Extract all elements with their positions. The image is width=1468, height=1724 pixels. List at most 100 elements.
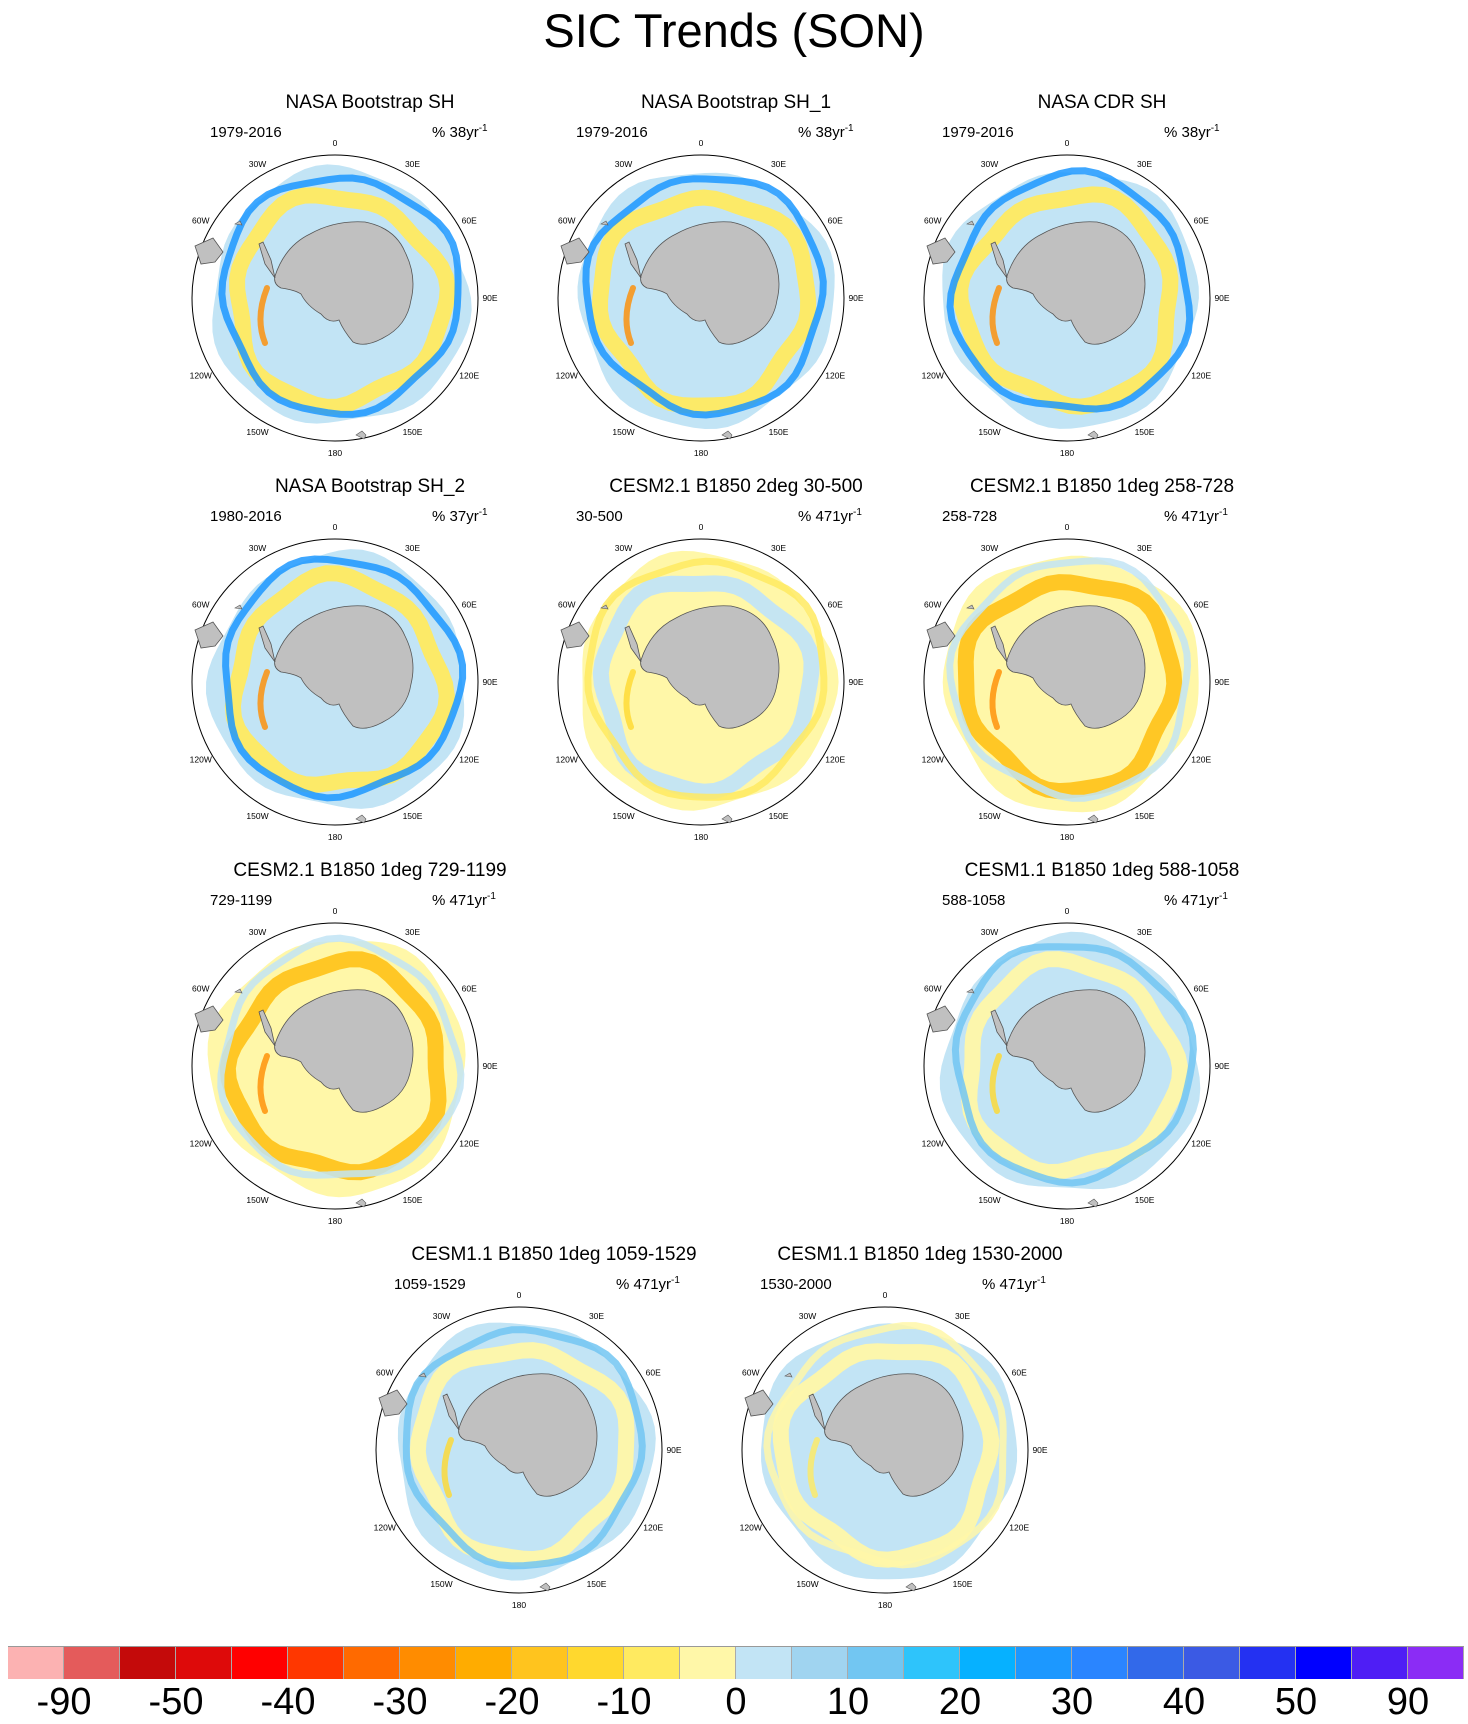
island-landmass [355, 1198, 367, 1208]
longitude-label: 60W [924, 600, 941, 610]
trend-band [229, 187, 456, 415]
longitude-label: 150W [246, 811, 268, 821]
colorbar-swatch [1352, 1647, 1408, 1679]
longitude-label: 120W [190, 371, 212, 381]
longitude-label: 120E [459, 755, 479, 765]
longitude-label: 120E [1009, 1523, 1029, 1533]
longitude-label: 90E [482, 293, 497, 303]
colorbar-swatch [1296, 1647, 1352, 1679]
longitude-label: 180 [694, 448, 708, 458]
south-america-landmass [194, 621, 224, 649]
island-landmass [355, 430, 367, 440]
longitude-label: 60W [558, 216, 575, 226]
units-exponent: -1 [853, 507, 862, 518]
longitude-label: 60E [462, 984, 477, 994]
longitude-label: 120W [922, 1139, 944, 1149]
map-panel: CESM1.1 B1850 1deg 1530-2000 0 30E 60E 90E 12… [740, 1244, 1100, 1624]
island-landmass [721, 430, 733, 440]
panel-title: NASA Bootstrap SH_2 [274, 476, 466, 497]
colorbar-tick-label: 90 [1386, 1681, 1430, 1723]
colorbar-swatch [1072, 1647, 1128, 1679]
trend-accent [257, 669, 270, 730]
longitude-label: 150W [246, 1195, 268, 1205]
longitude-label: 120W [922, 755, 944, 765]
colorbar-swatch [120, 1647, 176, 1679]
longitude-label: 60W [924, 216, 941, 226]
polar-map: 030E60E90E120E150E180150W120W90W60W30W [922, 906, 1230, 1226]
longitude-label: 30W [981, 543, 998, 553]
longitude-label: 30W [433, 1311, 450, 1321]
longitude-label: 30E [405, 159, 420, 169]
longitude-label: 60W [192, 600, 209, 610]
units-exponent: -1 [844, 123, 854, 134]
antarctic-peninsula [258, 1009, 276, 1047]
colorbar-tick-label: 0 [725, 1681, 747, 1723]
units-text: % 37yr [432, 508, 479, 525]
trend-band-outer [763, 1322, 1007, 1569]
colorbar-swatch [960, 1647, 1016, 1679]
longitude-label: 0 [1065, 906, 1070, 916]
units-exponent: -1 [1210, 123, 1220, 134]
island-landmass [966, 220, 975, 226]
longitude-label: 60W [742, 1368, 759, 1378]
colorbar-swatch [288, 1647, 344, 1679]
polar-map: 030E60E90E120E150E180150W120W90W60W30W [556, 138, 864, 458]
longitude-label: 60W [376, 1368, 393, 1378]
trend-band [219, 951, 447, 1181]
antarctica-landmass [640, 605, 780, 729]
figure-title: SIC Trends (SON) [543, 4, 925, 57]
south-america-landmass [744, 1389, 774, 1417]
trend-accent [257, 285, 270, 346]
colorbar-swatch [848, 1647, 904, 1679]
trend-accent [257, 1053, 270, 1114]
longitude-label: 90E [482, 1061, 497, 1071]
period-label: 1979-2016 [210, 124, 282, 141]
antarctic-peninsula [624, 241, 642, 279]
trend-band-outer [402, 1326, 646, 1570]
polar-map: 030E60E90E120E150E180150W120W90W60W30W [740, 1290, 1048, 1610]
trend-band-outer [222, 555, 467, 802]
units-text: % 38yr [798, 124, 845, 141]
island-landmass [418, 1372, 427, 1378]
longitude-label: 150E [1135, 1195, 1155, 1205]
period-label: 30-500 [576, 508, 623, 525]
colorbar [8, 1646, 1464, 1679]
units-label: % 38yr-1 [432, 120, 488, 142]
colorbar-swatch [904, 1647, 960, 1679]
longitude-label: 30E [405, 543, 420, 553]
longitude-label: 30E [1137, 927, 1152, 937]
longitude-label: 30W [615, 543, 632, 553]
south-america-landmass [560, 237, 590, 265]
antarctica-landmass [1006, 221, 1146, 345]
colorbar-swatch [1240, 1647, 1296, 1679]
antarctica-landmass [274, 989, 414, 1113]
panel-title: CESM2.1 B1850 1deg 258-728 [969, 476, 1235, 497]
units-label: % 471yr-1 [798, 504, 862, 526]
units-exponent: -1 [1219, 891, 1228, 902]
panel-title: NASA Bootstrap SH [285, 92, 455, 113]
island-landmass [355, 814, 367, 824]
longitude-label: 0 [333, 522, 338, 532]
longitude-label: 180 [512, 1600, 526, 1610]
colorbar-swatch [232, 1647, 288, 1679]
longitude-label: 150W [246, 427, 268, 437]
colorbar-tick-label: -40 [260, 1681, 316, 1723]
longitude-label: 90E [1214, 293, 1229, 303]
colorbar-tick-label: -20 [484, 1681, 540, 1723]
period-label: 1059-1529 [394, 1276, 466, 1293]
antarctica-landmass [640, 221, 780, 345]
map-panel: CESM1.1 B1850 1deg 1059-1529 0 30E 60E 90E 12… [374, 1244, 734, 1624]
longitude-label: 30E [771, 543, 786, 553]
longitude-label: 60W [192, 216, 209, 226]
antarctic-peninsula [990, 625, 1008, 663]
colorbar-swatch [176, 1647, 232, 1679]
longitude-label: 0 [333, 906, 338, 916]
units-exponent: -1 [478, 507, 488, 518]
colorbar-swatch [680, 1647, 736, 1679]
longitude-label: 120E [643, 1523, 663, 1533]
colorbar-swatch [568, 1647, 624, 1679]
longitude-label: 180 [878, 1600, 892, 1610]
antarctic-peninsula [442, 1393, 460, 1431]
longitude-label: 0 [699, 138, 704, 148]
polar-map: 030E60E90E120E150E180150W120W90W60W30W [556, 522, 864, 842]
